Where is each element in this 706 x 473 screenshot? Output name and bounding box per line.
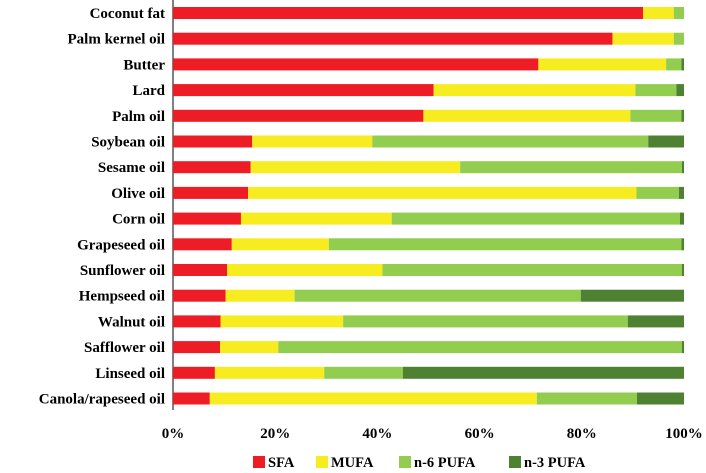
bar-coconut-fat-n-6-pufa xyxy=(673,7,684,19)
bar-linseed-oil-n-3-pufa xyxy=(402,366,684,379)
category-label-walnut-oil: Walnut oil xyxy=(98,314,165,330)
bar-hempseed-oil-n-6-pufa xyxy=(294,289,581,302)
legend: SFA MUFA n-6 PUFA n-3 PUFA xyxy=(253,455,586,471)
bar-walnut-oil-mufa xyxy=(220,315,344,328)
category-label-olive-oil: Olive oil xyxy=(111,186,165,202)
bar-sunflower-oil-sfa xyxy=(173,264,228,276)
bar-butter-sfa xyxy=(173,58,539,71)
bar-palm-oil-n-3-pufa xyxy=(681,109,684,122)
bar-lard-n-6-pufa xyxy=(635,84,677,97)
bar-walnut-oil-sfa xyxy=(173,315,221,328)
bar-lard-n-3-pufa xyxy=(676,84,684,97)
x-tick-label-40: 40% xyxy=(362,426,392,442)
legend-swatch-mufa xyxy=(316,456,328,468)
bar-sesame-oil-n-6-pufa xyxy=(460,161,682,174)
bar-coconut-fat-mufa xyxy=(643,7,674,19)
x-tick-label-80: 80% xyxy=(567,426,597,442)
bar-canola-rapeseed-oil-mufa xyxy=(209,392,537,405)
bar-sesame-oil-sfa xyxy=(173,161,251,174)
bar-hempseed-oil-sfa xyxy=(173,289,226,302)
bar-safflower-oil-n-3-pufa xyxy=(681,341,684,354)
plot-area: Coconut fat Palm kernel oil Butter Lard Palm… xyxy=(39,0,703,442)
category-label-lard: Lard xyxy=(132,83,165,99)
bar-butter-mufa xyxy=(538,58,667,71)
bar-safflower-oil-sfa xyxy=(173,341,221,354)
legend-label-n-3-pufa: n-3 PUFA xyxy=(524,455,586,471)
bar-corn-oil-n-3-pufa xyxy=(679,212,684,225)
category-label-grapeseed-oil: Grapeseed oil xyxy=(77,237,165,253)
bar-sunflower-oil-n-6-pufa xyxy=(382,264,682,276)
bar-coconut-fat-sfa xyxy=(173,7,644,19)
x-tick-label-60: 60% xyxy=(465,426,495,442)
legend-swatch-n-3-pufa xyxy=(509,456,521,468)
bar-butter-n-6-pufa xyxy=(666,58,682,71)
x-tick-label-0: 0% xyxy=(162,426,185,442)
bar-lard-sfa xyxy=(173,84,434,97)
bar-soybean-oil-n-6-pufa xyxy=(372,135,649,148)
bar-safflower-oil-n-6-pufa xyxy=(278,341,682,354)
category-label-palm-kernel-oil: Palm kernel oil xyxy=(68,32,166,48)
bar-safflower-oil-mufa xyxy=(220,341,279,354)
bar-linseed-oil-mufa xyxy=(214,366,325,379)
category-label-palm-oil: Palm oil xyxy=(112,109,165,125)
bar-sesame-oil-mufa xyxy=(250,161,461,174)
legend-label-n-6-pufa: n-6 PUFA xyxy=(414,455,476,471)
bar-linseed-oil-n-6-pufa xyxy=(324,366,403,379)
bar-walnut-oil-n-3-pufa xyxy=(627,315,684,328)
bar-soybean-oil-mufa xyxy=(252,135,373,148)
legend-label-sfa: SFA xyxy=(268,455,295,471)
category-label-butter: Butter xyxy=(123,57,165,73)
bar-butter-n-3-pufa xyxy=(681,58,684,71)
bar-palm-kernel-oil-sfa xyxy=(173,32,613,45)
bar-palm-kernel-oil-n-6-pufa xyxy=(673,32,684,45)
category-label-hempseed-oil: Hempseed oil xyxy=(79,289,165,305)
bar-corn-oil-n-6-pufa xyxy=(391,212,680,225)
bar-palm-oil-n-6-pufa xyxy=(630,109,682,122)
bar-palm-kernel-oil-mufa xyxy=(612,32,674,45)
bar-sunflower-oil-mufa xyxy=(227,264,383,276)
bar-hempseed-oil-mufa xyxy=(225,289,295,302)
bar-corn-oil-sfa xyxy=(173,212,241,225)
bar-sesame-oil-n-3-pufa xyxy=(681,161,684,174)
bar-palm-oil-mufa xyxy=(423,109,631,122)
bar-olive-oil-n-6-pufa xyxy=(636,186,679,199)
bar-canola-rapeseed-oil-sfa xyxy=(173,392,210,405)
category-label-sesame-oil: Sesame oil xyxy=(98,160,165,176)
bar-canola-rapeseed-oil-n-3-pufa xyxy=(636,392,684,405)
bar-walnut-oil-n-6-pufa xyxy=(343,315,628,328)
legend-swatch-n-6-pufa xyxy=(399,456,411,468)
bar-grapeseed-oil-n-3-pufa xyxy=(681,238,684,251)
bar-lard-mufa xyxy=(433,84,636,97)
bar-palm-oil-sfa xyxy=(173,109,424,122)
x-tick-label-20: 20% xyxy=(260,426,290,442)
category-label-corn-oil: Corn oil xyxy=(112,212,165,228)
bar-soybean-oil-sfa xyxy=(173,135,253,148)
category-label-sunflower-oil: Sunflower oil xyxy=(80,263,165,279)
legend-label-mufa: MUFA xyxy=(331,455,374,471)
bar-linseed-oil-sfa xyxy=(173,366,215,379)
category-label-soybean-oil: Soybean oil xyxy=(91,135,165,151)
category-label-coconut-fat: Coconut fat xyxy=(90,6,165,22)
category-label-canola-rapeseed-oil: Canola/rapeseed oil xyxy=(39,392,165,408)
bar-olive-oil-mufa xyxy=(248,186,637,199)
bar-sunflower-oil-n-3-pufa xyxy=(681,264,684,276)
category-label-linseed-oil: Linseed oil xyxy=(95,366,165,382)
x-tick-label-100: 100% xyxy=(665,426,703,442)
bar-corn-oil-mufa xyxy=(240,212,392,225)
bar-hempseed-oil-n-3-pufa xyxy=(580,289,684,302)
bar-olive-oil-n-3-pufa xyxy=(678,186,684,199)
bar-grapeseed-oil-mufa xyxy=(231,238,329,251)
bar-soybean-oil-n-3-pufa xyxy=(648,135,684,148)
bar-canola-rapeseed-oil-n-6-pufa xyxy=(536,392,637,405)
bar-olive-oil-sfa xyxy=(173,186,249,199)
bar-grapeseed-oil-sfa xyxy=(173,238,232,251)
category-label-safflower-oil: Safflower oil xyxy=(84,340,165,356)
bar-grapeseed-oil-n-6-pufa xyxy=(328,238,682,251)
legend-swatch-sfa xyxy=(253,456,265,468)
